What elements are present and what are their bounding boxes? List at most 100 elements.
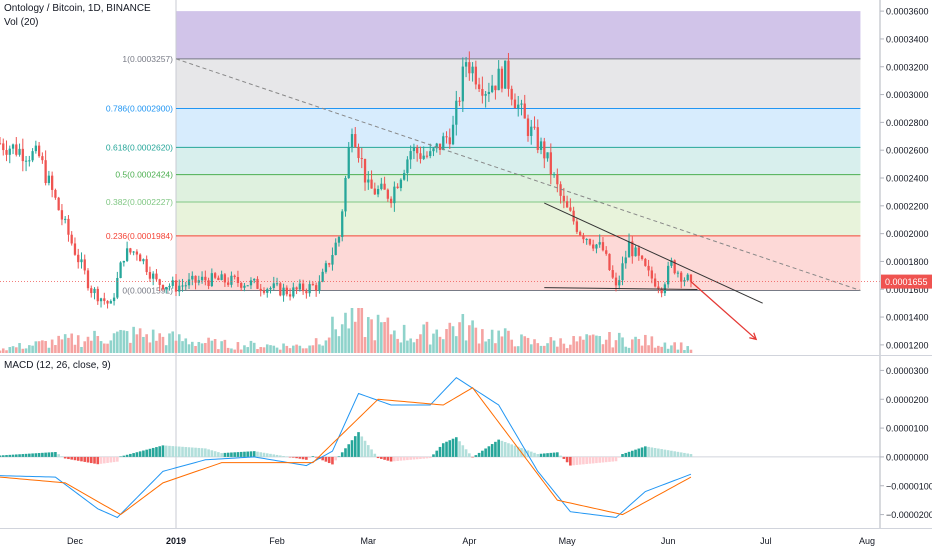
- macd-histogram-bar: [142, 450, 145, 457]
- fib-level-label: 0.5(0.0002424): [115, 170, 173, 180]
- macd-histogram-bar: [617, 456, 621, 458]
- macd-histogram-bar: [184, 447, 188, 457]
- macd-histogram-bar: [217, 452, 220, 457]
- volume-bar: [536, 343, 540, 353]
- candle-body: [416, 147, 419, 154]
- candle-body: [601, 242, 605, 251]
- candle-body: [135, 251, 139, 255]
- volume-bar: [47, 347, 51, 353]
- candle-body: [28, 160, 31, 162]
- volume-bar: [630, 339, 634, 353]
- bearish-arrow: [690, 281, 757, 340]
- candle-body: [484, 94, 487, 96]
- price-chart[interactable]: 1(0.0003257) 0.786(0.0002900) 0.618(0.0002…: [0, 0, 932, 356]
- macd-histogram-bar: [24, 453, 28, 457]
- macd-histogram-bar: [73, 456, 77, 461]
- volume-bar: [370, 319, 373, 353]
- candle-body: [34, 145, 37, 152]
- macd-histogram-bar: [357, 432, 360, 457]
- macd-histogram-bar: [647, 446, 650, 457]
- price-pane[interactable]: 1(0.0003257) 0.786(0.0002900) 0.618(0.0002…: [0, 0, 932, 356]
- macd-histogram-bar: [516, 446, 520, 457]
- volume-bar: [673, 342, 676, 353]
- macd-histogram-bar: [686, 453, 690, 457]
- candle-body: [660, 288, 663, 294]
- fib-zone: [176, 147, 861, 175]
- volume-bar: [204, 342, 207, 353]
- macd-histogram-bar: [80, 456, 83, 462]
- macd-histogram-bar: [288, 456, 292, 458]
- macd-histogram-bar: [432, 454, 435, 457]
- macd-histogram-bar: [200, 448, 204, 457]
- volume-bar: [171, 331, 175, 353]
- macd-histogram-bar: [415, 456, 419, 460]
- price-tick-label: 0.0002000: [886, 229, 929, 239]
- candle-body: [288, 294, 292, 297]
- descending-trendline: [544, 202, 763, 304]
- volume-bar: [464, 340, 468, 353]
- volume-bar: [657, 345, 660, 353]
- macd-histogram-bar: [666, 450, 670, 457]
- candle-body: [122, 260, 125, 263]
- candle-body: [461, 66, 464, 102]
- time-tick-label: Mar: [361, 536, 377, 546]
- volume-bar: [500, 336, 504, 353]
- volume-bar: [660, 346, 663, 353]
- volume-bar: [34, 341, 38, 353]
- volume-bar: [337, 336, 341, 353]
- volume-bar: [197, 341, 201, 353]
- volume-bar: [507, 330, 510, 353]
- fib-zone: [176, 11, 861, 59]
- volume-bar: [262, 347, 266, 353]
- candle-body: [67, 218, 70, 235]
- time-axis[interactable]: Dec 2019 Feb Mar Apr May Jun Jul Aug: [0, 529, 880, 550]
- macd-histogram-bar: [265, 453, 269, 457]
- candle-body: [647, 265, 650, 271]
- macd-histogram-bar: [366, 445, 370, 457]
- volume-bar: [8, 347, 12, 353]
- volume-bar: [60, 339, 64, 353]
- volume-bar: [93, 330, 96, 353]
- macd-histogram-bar: [295, 456, 298, 459]
- volume-bar: [194, 345, 197, 353]
- volume-bar: [331, 316, 334, 353]
- candle-body: [373, 188, 376, 195]
- candle-body: [44, 160, 47, 184]
- volume-bar: [135, 334, 139, 353]
- volume-bar: [0, 350, 2, 353]
- candle-body: [139, 254, 142, 262]
- volume-bar: [243, 345, 246, 353]
- macd-histogram-bar: [474, 455, 478, 457]
- volume-bar: [575, 341, 579, 353]
- candle-body: [507, 60, 510, 89]
- macd-chart[interactable]: 0.0000300 0.0000200 0.0000100 0.0000000 −0.0…: [0, 356, 932, 529]
- volume-bar: [265, 344, 269, 353]
- macd-pane[interactable]: 0.0000300 0.0000200 0.0000100 0.0000000 −0.0…: [0, 356, 932, 529]
- candle-body: [442, 136, 445, 150]
- macd-histogram-bar: [458, 441, 461, 457]
- fib-zone: [176, 235, 861, 291]
- macd-histogram-bar: [481, 450, 484, 457]
- price-tick-label: 0.0002600: [886, 146, 929, 156]
- macd-histogram-bar: [236, 452, 240, 457]
- macd-histogram-bar: [197, 447, 201, 457]
- candle-body: [618, 280, 621, 286]
- candle-body: [487, 91, 491, 95]
- volume-bar: [441, 339, 445, 353]
- candle-body: [210, 273, 213, 286]
- macd-histogram-bar: [282, 456, 285, 457]
- macd-histogram-bar: [523, 449, 527, 457]
- macd-histogram-bar: [468, 453, 471, 457]
- volume-bar: [663, 342, 667, 353]
- macd-histogram-bar: [314, 456, 318, 458]
- macd-tick-label: 0.0000000: [886, 452, 929, 462]
- candle-body: [93, 288, 96, 294]
- candle-body: [292, 287, 295, 297]
- macd-histogram-bar: [546, 453, 549, 457]
- candle-body: [5, 150, 8, 155]
- volume-bar: [223, 339, 227, 353]
- fib-zone: [176, 174, 861, 203]
- candle-body: [0, 143, 2, 145]
- macd-histogram-bar: [490, 444, 494, 457]
- volume-bar: [122, 330, 126, 353]
